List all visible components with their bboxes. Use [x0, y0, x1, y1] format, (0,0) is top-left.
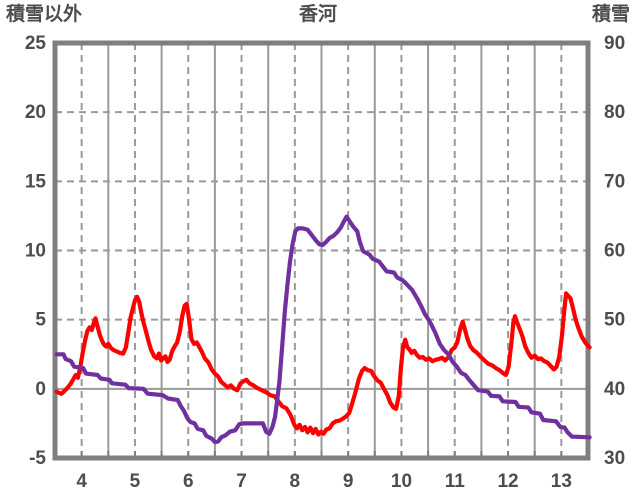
- x-axis-tick-label: 9: [343, 471, 354, 492]
- right-axis-tick-label: 50: [604, 310, 625, 331]
- series-snow-line: [54, 214, 592, 445]
- right-axis-title: 積雪: [591, 4, 630, 25]
- right-axis-tick-label: 60: [604, 241, 625, 262]
- x-axis-tick-label: 8: [290, 471, 301, 492]
- x-axis-tick-label: 13: [551, 471, 572, 492]
- left-axis-tick-label: 0: [35, 379, 46, 400]
- x-axis-tick-label: 4: [76, 471, 87, 492]
- series-non-snow-line: [54, 291, 592, 437]
- chart-title: 香河: [298, 4, 337, 25]
- left-axis-tick-label: 5: [35, 310, 46, 331]
- gridlines: [55, 43, 588, 458]
- right-axis-tick-label: 80: [604, 102, 625, 123]
- x-axis-tick-label: 6: [183, 471, 194, 492]
- right-axis-tick-label: 70: [604, 171, 625, 192]
- left-axis-tick-label: 20: [25, 102, 46, 123]
- left-axis-tick-label: -5: [29, 448, 46, 469]
- left-axis-tick-label: 10: [25, 241, 46, 262]
- left-axis-tick-label: 15: [25, 171, 47, 192]
- x-axis-tick-label: 10: [391, 471, 412, 492]
- right-axis-tick-label: 90: [604, 33, 625, 54]
- left-axis-title: 積雪以外: [6, 4, 83, 25]
- x-axis-tick-label: 11: [445, 471, 466, 492]
- x-axis-tick-label: 7: [236, 471, 247, 492]
- x-axis-tick-label: 5: [130, 471, 141, 492]
- right-axis-tick-label: 40: [604, 379, 625, 400]
- plot-frame: [52, 40, 591, 461]
- x-axis-tick-label: 12: [497, 471, 518, 492]
- left-axis-tick-label: 25: [25, 33, 47, 54]
- right-axis-tick-label: 30: [604, 448, 625, 469]
